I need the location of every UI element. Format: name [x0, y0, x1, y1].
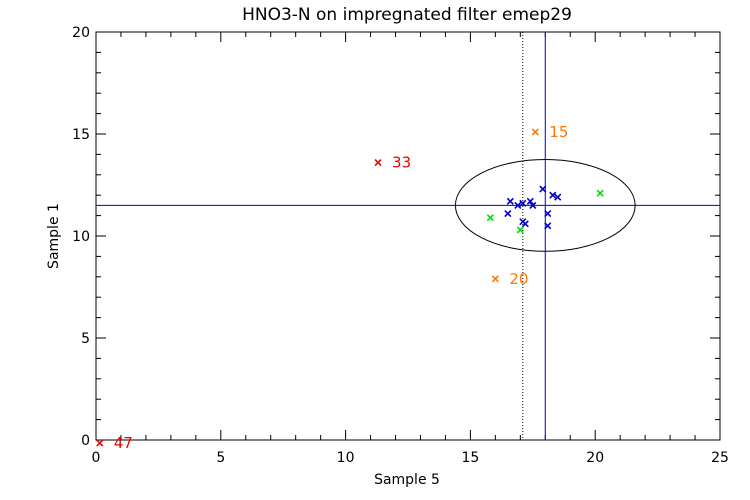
data-point [531, 128, 539, 136]
data-point [486, 214, 494, 222]
point-label: 15 [549, 123, 568, 141]
point-label: 47 [114, 434, 133, 452]
data-point [521, 220, 529, 228]
data-points: 15 20 33 47 [96, 123, 604, 452]
x-tick-label: 10 [337, 450, 355, 466]
data-point [526, 197, 534, 205]
x-tick-label: 0 [92, 450, 101, 466]
data-point [544, 222, 552, 230]
axis-ticks: 0 5 10 15 20 25 0 5 10 15 20 [72, 25, 729, 466]
x-tick-label: 25 [711, 450, 729, 466]
y-tick-label: 10 [72, 229, 90, 245]
data-point [519, 199, 527, 207]
point-label: 20 [509, 270, 528, 288]
data-point [549, 191, 557, 199]
y-tick-label: 20 [72, 25, 90, 41]
confidence-ellipse [454, 159, 636, 252]
y-tick-label: 0 [81, 433, 90, 449]
y-tick-label: 15 [72, 127, 90, 143]
y-axis-label: Sample 1 [46, 203, 62, 269]
data-point [554, 193, 562, 201]
data-point [374, 158, 382, 167]
chart-title: HNO3-N on impregnated filter emep29 [242, 5, 572, 25]
plot-frame [95, 31, 721, 441]
data-point [514, 201, 522, 209]
data-point [491, 275, 499, 283]
data-point [529, 201, 537, 209]
y-tick-label: 5 [81, 331, 90, 347]
data-point [596, 189, 604, 197]
reference-lines [96, 32, 720, 440]
data-point [96, 439, 104, 447]
data-point [506, 197, 514, 205]
point-label: 33 [392, 154, 411, 172]
x-axis-label: Sample 5 [374, 472, 440, 488]
data-point [539, 185, 547, 193]
data-point [504, 209, 512, 218]
x-tick-label: 15 [461, 450, 479, 466]
data-point [516, 226, 524, 234]
data-point [544, 209, 552, 218]
x-tick-label: 5 [216, 450, 225, 466]
x-tick-label: 20 [586, 450, 604, 466]
